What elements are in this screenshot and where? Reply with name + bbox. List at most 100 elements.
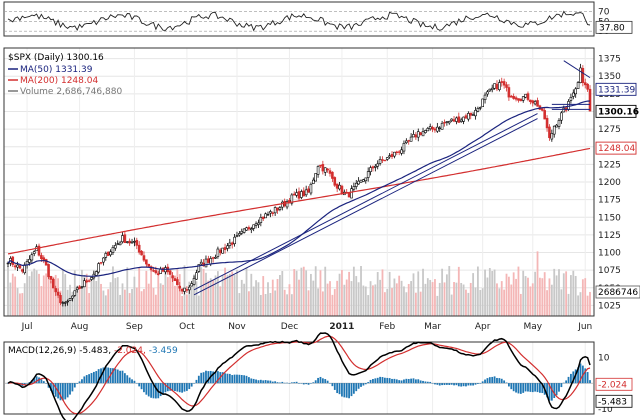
volume-bar	[388, 271, 391, 316]
macd-hist-bar	[579, 363, 582, 384]
macd-hist-bar	[481, 381, 484, 384]
candle-body	[319, 164, 322, 167]
volume-bar	[579, 292, 582, 316]
volume-bar	[28, 276, 31, 316]
volume-bar	[279, 275, 281, 316]
candle-body	[357, 180, 360, 185]
volume-bar	[424, 283, 427, 316]
macd-hist-bar	[95, 371, 98, 384]
volume-bar	[331, 294, 334, 316]
x-tick-label: Aug	[71, 322, 89, 332]
candle-body	[30, 254, 34, 261]
macd-hist-bar	[512, 383, 515, 392]
volume-bar	[233, 274, 236, 316]
price-tick-label: 1150	[598, 213, 621, 223]
volume-bar	[224, 267, 226, 316]
price-tick-label: 1275	[598, 125, 621, 135]
candle-body	[467, 113, 470, 120]
macd-hist-bar	[350, 383, 353, 397]
macd-tick-label: -10	[598, 405, 613, 415]
candle-body	[393, 151, 396, 157]
volume-bar	[550, 284, 553, 316]
legend-entry: MA(50) 1331.39	[20, 65, 93, 75]
volume-bar	[367, 295, 370, 316]
macd-hist-bar	[553, 383, 556, 398]
candle-body	[588, 88, 592, 112]
volume-bar	[9, 282, 12, 316]
volume-bar	[403, 286, 405, 316]
volume-bar	[185, 294, 188, 316]
candle-body	[412, 134, 415, 138]
candle-body	[278, 207, 282, 210]
macd-hist-bar	[429, 381, 432, 384]
volume-bar	[419, 291, 422, 316]
macd-hist-bar	[33, 378, 36, 384]
volume-bar	[391, 288, 393, 316]
candle-body	[257, 222, 260, 225]
macd-hist-bar	[508, 383, 510, 387]
macd-hist-bar	[372, 379, 374, 384]
macd-hist-bar	[76, 383, 79, 384]
candle-body	[121, 235, 124, 243]
macd-hist-bar	[388, 378, 391, 384]
volume-bar	[30, 271, 33, 316]
volume-bar	[271, 279, 274, 316]
volume-bar	[436, 295, 439, 316]
candle-body	[230, 242, 234, 245]
volume-bar	[572, 270, 575, 316]
volume-bar	[381, 269, 384, 316]
candle-body	[562, 107, 566, 113]
volume-bar	[264, 293, 267, 316]
candle-body	[66, 300, 69, 303]
macd-hist-bar	[565, 380, 568, 384]
volume-bar	[71, 291, 74, 316]
volume-bar	[508, 276, 510, 316]
candle-body	[536, 100, 539, 107]
candle-body	[340, 185, 344, 194]
candle-body	[519, 98, 523, 102]
candle-body	[142, 255, 146, 261]
candle-body	[190, 283, 193, 287]
macd-hist-bar	[403, 379, 405, 384]
macd-hist-bar	[135, 383, 138, 384]
candle-body	[509, 95, 513, 98]
volume-bar	[515, 278, 517, 316]
volume-bar	[531, 283, 534, 316]
macd-hist-bar	[92, 371, 95, 384]
candle-body	[18, 265, 22, 269]
macd-hist-bar	[145, 383, 148, 395]
macd-hist-bar	[414, 379, 417, 384]
volume-bar	[412, 273, 415, 316]
volume-bar	[178, 274, 181, 316]
volume-bar	[417, 271, 420, 316]
volume-bar	[500, 281, 503, 316]
volume-bar	[529, 286, 532, 316]
volume-bar	[81, 269, 83, 316]
x-tick-label: Feb	[379, 322, 395, 332]
macd-hist-bar	[567, 376, 570, 384]
volume-bar	[212, 279, 215, 316]
candle-body	[555, 124, 558, 128]
volume-bar	[345, 279, 348, 316]
macd-hist-bar	[422, 380, 424, 384]
volume-bar	[534, 271, 537, 316]
volume-bar	[35, 270, 38, 316]
volume-bar	[574, 275, 577, 316]
price-tick-label: 1125	[598, 231, 621, 241]
candle-body	[524, 93, 527, 98]
volume-bar	[455, 282, 458, 316]
volume-bar	[376, 272, 379, 316]
candle-body	[6, 262, 10, 265]
volume-bar	[119, 294, 122, 316]
candle-body	[252, 224, 255, 229]
candle-body	[488, 88, 492, 92]
volume-bar	[546, 290, 548, 316]
macd-hist-bar	[505, 382, 508, 384]
macd-hist-bar	[364, 383, 367, 385]
macd-hist-bar	[438, 383, 441, 386]
volume-bar	[519, 293, 522, 316]
macd-hist-bar	[228, 373, 231, 384]
candle-body	[572, 92, 575, 97]
macd-hist-bar	[54, 383, 57, 397]
volume-bar	[85, 273, 88, 316]
